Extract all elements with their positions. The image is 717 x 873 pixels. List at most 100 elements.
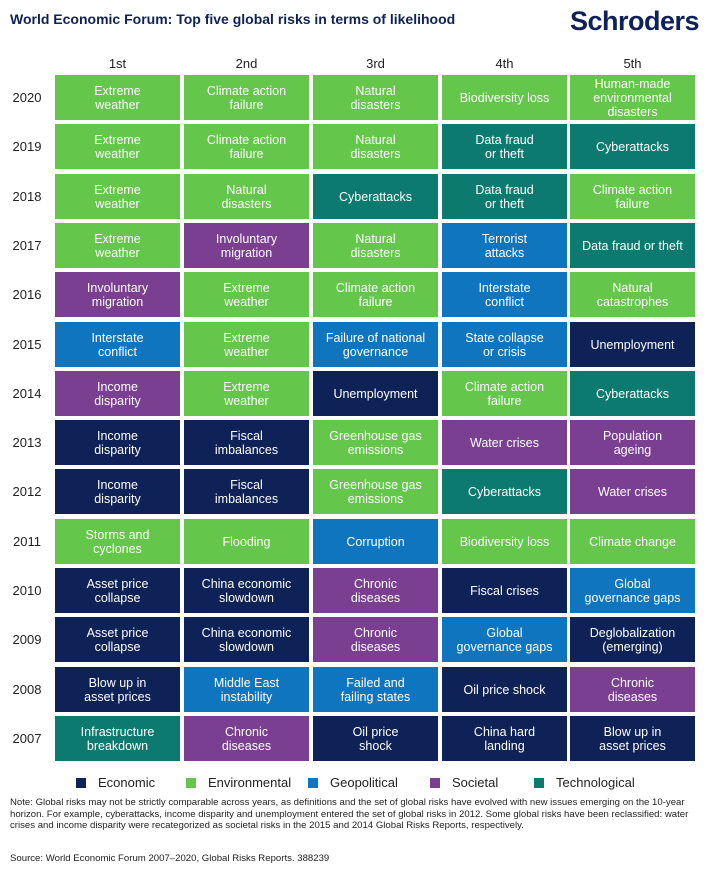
risk-cell: Climate action failure (184, 75, 309, 120)
legend-item: Geopolitical (308, 775, 398, 790)
legend-label: Technological (556, 775, 635, 790)
legend-item: Environmental (186, 775, 291, 790)
risk-cell: Income disparity (55, 371, 180, 416)
risk-cell: Extreme weather (184, 371, 309, 416)
legend-swatch (308, 777, 318, 788)
schroders-logo: Schroders (569, 6, 700, 36)
year-label: 2014 (12, 386, 42, 401)
legend-item: Technological (534, 775, 635, 790)
risk-cell: Chronic diseases (184, 716, 309, 761)
risk-cell: Natural disasters (313, 124, 438, 169)
risk-cell: Flooding (184, 519, 309, 564)
risk-cell: Greenhouse gas emissions (313, 420, 438, 465)
year-label: 2011 (13, 534, 41, 549)
risk-cell: China economic slowdown (184, 617, 309, 662)
year-label: 2017 (12, 238, 42, 253)
source-line: Source: World Economic Forum 2007–2020, … (10, 853, 330, 864)
year-label: 2020 (12, 90, 42, 105)
risk-cell: Natural disasters (313, 75, 438, 120)
risk-cell: Deglobalization (emerging) (570, 617, 695, 662)
year-label: 2019 (12, 139, 42, 154)
year-label: 2016 (12, 287, 42, 302)
risk-cell: Unemployment (570, 322, 695, 367)
risk-cell: Cyberattacks (313, 174, 438, 219)
table-row: 2014 Income disparity Extreme weather Unemp… (0, 371, 717, 416)
footnote: Note: Global risks may not be strictly c… (10, 797, 689, 832)
legend-swatch (76, 777, 86, 788)
risk-cell: Blow up in asset prices (570, 716, 695, 761)
table-row: 2015 Interstate conflict Extreme weather Fa… (0, 322, 717, 367)
risk-cell: Involuntary migration (184, 223, 309, 268)
risk-cell: Water crises (442, 420, 567, 465)
risk-cell: Blow up in asset prices (55, 667, 180, 712)
column-header-5: 5th (623, 56, 642, 71)
risk-cell: Chronic diseases (313, 568, 438, 613)
legend: Economic Environmental Geopolitical Societa… (76, 775, 696, 791)
year-label: 2007 (12, 731, 42, 746)
table-row: 2016 Involuntary migration Extreme weather… (0, 272, 717, 317)
risk-cell: Extreme weather (55, 75, 180, 120)
risk-cell: Climate action failure (313, 272, 438, 317)
risk-cell: Data fraud or theft (442, 174, 567, 219)
year-label: 2008 (12, 682, 42, 697)
risk-cell: Human-made environmental disasters (570, 75, 695, 120)
risk-cell: Asset price collapse (55, 568, 180, 613)
risk-cell: State collapse or crisis (442, 322, 567, 367)
risk-cell: Extreme weather (55, 124, 180, 169)
year-label: 2015 (12, 337, 42, 352)
year-label: 2013 (12, 435, 42, 450)
risk-cell: Failed and failing states (313, 667, 438, 712)
risk-cell: Natural disasters (184, 174, 309, 219)
risk-cell: Extreme weather (55, 174, 180, 219)
risk-cell: Natural catastrophes (570, 272, 695, 317)
year-label: 2018 (12, 189, 42, 204)
column-header-2: 2nd (235, 56, 258, 71)
risk-cell: Extreme weather (184, 272, 309, 317)
year-label: 2010 (12, 583, 42, 598)
column-header-4: 4th (495, 56, 514, 71)
risk-cell: Infrastructure breakdown (55, 716, 180, 761)
legend-swatch (534, 777, 544, 788)
table-row: 2018 Extreme weather Natural disasters Cybe… (0, 174, 717, 219)
column-header-1: 1st (108, 56, 127, 71)
risk-cell: Global governance gaps (442, 617, 567, 662)
risk-cell: Data fraud or theft (442, 124, 567, 169)
legend-label: Geopolitical (330, 775, 398, 790)
legend-item: Economic (76, 775, 155, 790)
risk-cell: China economic slowdown (184, 568, 309, 613)
table-row: 2019 Extreme weather Climate action failur… (0, 124, 717, 169)
risk-cell: Chronic diseases (570, 667, 695, 712)
risk-cell: Failure of national governance (313, 322, 438, 367)
legend-item: Societal (430, 775, 498, 790)
table-row: 2009 Asset price collapse China economic s… (0, 617, 717, 662)
risk-cell: Involuntary migration (55, 272, 180, 317)
table-row: 2007 Infrastructure breakdown Chronic dise… (0, 716, 717, 761)
year-label: 2009 (12, 632, 42, 647)
risk-cell: Fiscal crises (442, 568, 567, 613)
risk-cell: Global governance gaps (570, 568, 695, 613)
risk-cell: Storms and cyclones (55, 519, 180, 564)
legend-swatch (186, 777, 196, 788)
risk-cell: Data fraud or theft (570, 223, 695, 268)
table-row: 2010 Asset price collapse China economic s… (0, 568, 717, 613)
risk-cell: Climate change (570, 519, 695, 564)
risk-cell: Population ageing (570, 420, 695, 465)
chart-title: World Economic Forum: Top five global ri… (10, 11, 456, 27)
risk-cell: Income disparity (55, 469, 180, 514)
risk-cell: Climate action failure (184, 124, 309, 169)
column-header-3: 3rd (366, 56, 385, 71)
legend-label: Societal (452, 775, 499, 790)
risk-cell: Middle East instability (184, 667, 309, 712)
risk-cell: Greenhouse gas emissions (313, 469, 438, 514)
table-row: 2020 Extreme weather Climate action failur… (0, 75, 717, 120)
risk-cell: Biodiversity loss (442, 519, 567, 564)
risk-cell: Income disparity (55, 420, 180, 465)
risk-cell: Natural disasters (313, 223, 438, 268)
risk-cell: Climate action failure (570, 174, 695, 219)
risk-cell: Fiscal imbalances (184, 420, 309, 465)
table-row: 2011 Storms and cyclones Flooding Corruptio… (0, 519, 717, 564)
risk-cell: Interstate conflict (55, 322, 180, 367)
risk-cell: Chronic diseases (313, 617, 438, 662)
table-row: 2013 Income disparity Fiscal imbalances Gre… (0, 420, 717, 465)
table-row: 2017 Extreme weather Involuntary migration… (0, 223, 717, 268)
